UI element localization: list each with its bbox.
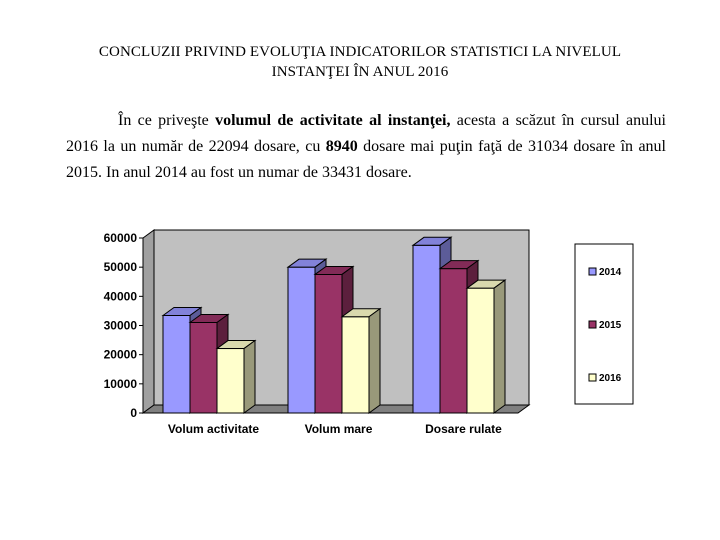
bar-2016: [340, 307, 382, 414]
legend-entry: 2014: [599, 267, 622, 278]
title-line-2: INSTANŢEI ÎN ANUL 2016: [271, 64, 449, 80]
y-tick-label: 40000: [104, 289, 138, 303]
bar-2016: [215, 339, 257, 414]
legend-swatch: [588, 320, 597, 329]
page-title: CONCLUZII PRIVIND EVOLUŢIA INDICATORILOR…: [40, 42, 680, 82]
para-text-2: acesta a scăzut în cursul anului 2016 la…: [66, 112, 666, 155]
legend-swatch: [588, 373, 597, 382]
x-category-label: Volum mare: [305, 422, 373, 436]
x-category-label: Volum activitate: [168, 422, 259, 436]
legend-swatch: [588, 267, 597, 276]
para-bold-2: 8940: [325, 138, 358, 155]
x-category-label: Dosare rulate: [425, 422, 502, 436]
summary-paragraph: În ce priveşte volumul de activitate al …: [66, 108, 666, 186]
y-tick-label: 50000: [104, 260, 138, 274]
chart-side-wall: [142, 229, 155, 414]
para-bold-1: volumul de activitate al instanţei,: [215, 112, 451, 129]
y-tick-label: 30000: [104, 319, 138, 333]
bar-2016: [465, 279, 507, 414]
y-tick-label: 60000: [104, 231, 138, 245]
legend-entry: 2016: [599, 373, 622, 384]
y-tick-label: 0: [130, 406, 137, 420]
legend-entry: 2015: [599, 320, 622, 331]
title-line-1: CONCLUZII PRIVIND EVOLUŢIA INDICATORILOR…: [98, 44, 622, 60]
legend-box: [574, 243, 634, 405]
para-text-1: În ce priveşte: [118, 112, 216, 129]
y-tick-label: 10000: [104, 377, 138, 391]
y-tick-label: 20000: [104, 348, 138, 362]
para-text-3: dosare mai puţin faţă de 31034 dosare în…: [66, 138, 666, 181]
